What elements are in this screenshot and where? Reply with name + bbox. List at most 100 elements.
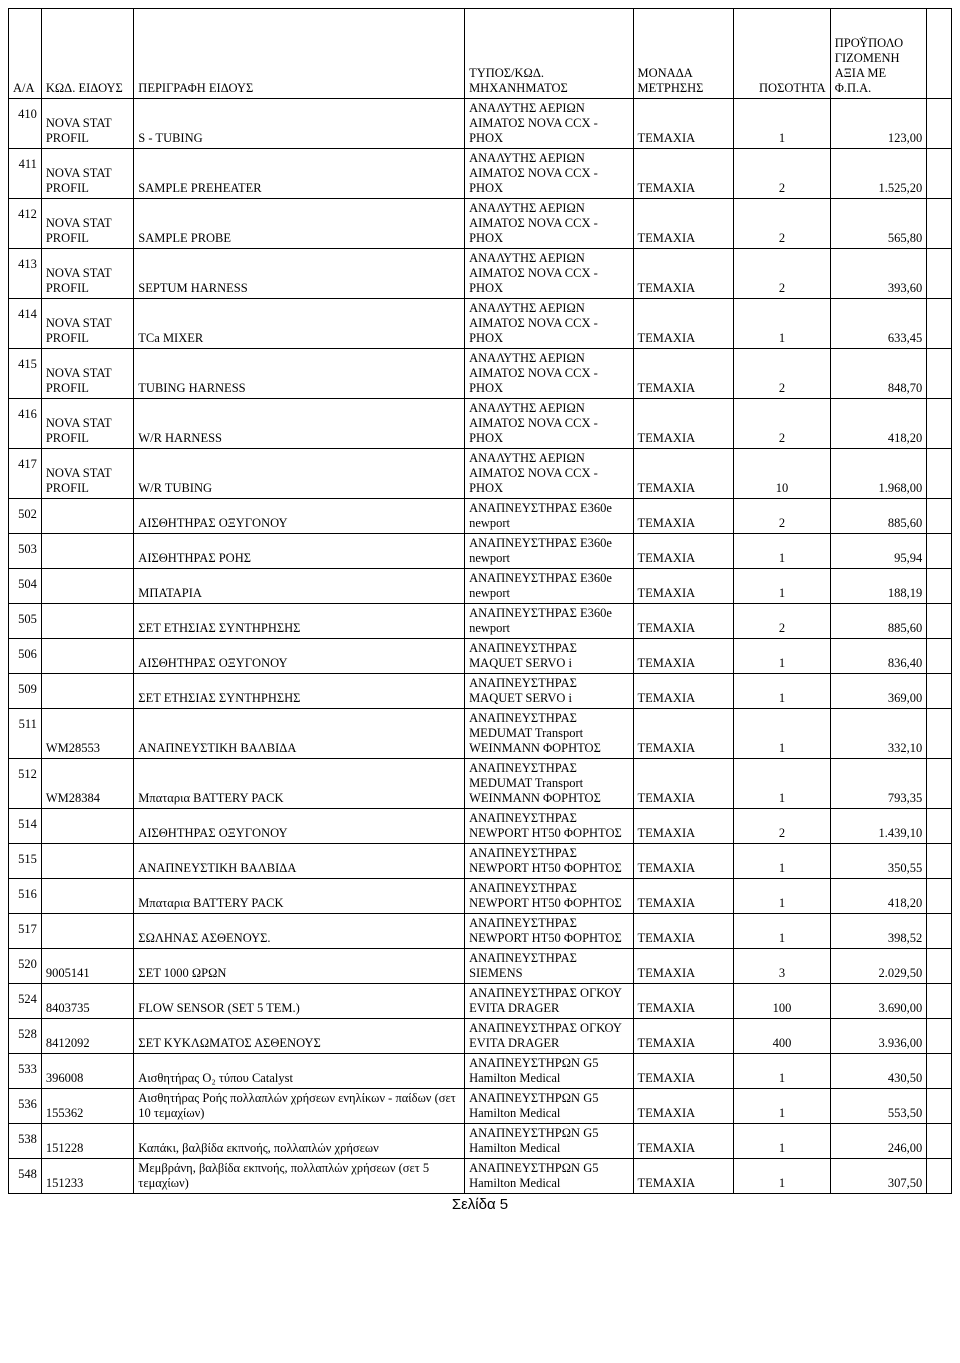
cell-unit: ΤΕΜΑΧΙΑ (633, 1054, 734, 1089)
cell-code: 8403735 (41, 984, 133, 1019)
cell-unit: ΤΕΜΑΧΙΑ (633, 639, 734, 674)
table-row: 5209005141ΣΕΤ 1000 ΩΡΩΝΑΝΑΠΝΕΥΣΤΗΡΑΣ SIE… (9, 949, 952, 984)
cell-unit: ΤΕΜΑΧΙΑ (633, 674, 734, 709)
cell-desc: ΣΕΤ ΕΤΗΣΙΑΣ ΣΥΝΤΗΡΗΣΗΣ (134, 674, 465, 709)
cell-code (41, 809, 133, 844)
cell-desc: ΑΝΑΠΝΕΥΣΤΙΚΗ ΒΑΛΒΙΔΑ (134, 844, 465, 879)
table-row: 514ΑΙΣΘΗΤΗΡΑΣ ΟΞΥΓΟΝΟΥΑΝΑΠΝΕΥΣΤΗΡΑΣ NEWP… (9, 809, 952, 844)
cell-val: 633,45 (830, 299, 927, 349)
page-footer: Σελίδα 5 (8, 1196, 952, 1213)
cell-unit: ΤΕΜΑΧΙΑ (633, 949, 734, 984)
cell-code: NOVA STAT PROFIL (41, 299, 133, 349)
table-row: 410NOVA STAT PROFILS - TUBINGΑΝΑΛΥΤΗΣ ΑΕ… (9, 99, 952, 149)
cell-desc: Αισθητήρας Ο₂ τύπου Catalyst (134, 1054, 465, 1089)
cell-empty (927, 449, 952, 499)
cell-qty: 2 (734, 399, 831, 449)
cell-aa: 412 (9, 199, 42, 249)
cell-empty (927, 399, 952, 449)
cell-code: WM28553 (41, 709, 133, 759)
cell-unit: ΤΕΜΑΧΙΑ (633, 1124, 734, 1159)
cell-val: 188,19 (830, 569, 927, 604)
cell-unit: ΤΕΜΑΧΙΑ (633, 604, 734, 639)
cell-code: 151228 (41, 1124, 133, 1159)
cell-qty: 2 (734, 199, 831, 249)
cell-desc: SAMPLE PROBE (134, 199, 465, 249)
cell-type: ΑΝΑΛΥΤΗΣ ΑΕΡΙΩΝ ΑΙΜΑΤΟΣ NOVA CCX - PHOX (465, 249, 633, 299)
cell-type: ΑΝΑΠΝΕΥΣΤΗΡΑΣ NEWPORT HT50 ΦΟΡΗΤΟΣ (465, 914, 633, 949)
cell-aa: 414 (9, 299, 42, 349)
cell-code: 9005141 (41, 949, 133, 984)
cell-type: ΑΝΑΠΝΕΥΣΤΗΡΑΣ Ε360e newport (465, 534, 633, 569)
cell-val: 123,00 (830, 99, 927, 149)
cell-desc: FLOW SENSOR (SET 5 TEM.) (134, 984, 465, 1019)
table-row: 506ΑΙΣΘΗΤΗΡΑΣ ΟΞΥΓΟΝΟΥΑΝΑΠΝΕΥΣΤΗΡΑΣ MAQU… (9, 639, 952, 674)
cell-desc: W/R HARNESS (134, 399, 465, 449)
cell-qty: 2 (734, 499, 831, 534)
cell-aa: 520 (9, 949, 42, 984)
cell-desc: ΜΠΑΤΑΡΙΑ (134, 569, 465, 604)
cell-val: 848,70 (830, 349, 927, 399)
cell-code: 8412092 (41, 1019, 133, 1054)
cell-empty (927, 639, 952, 674)
cell-code: WM28384 (41, 759, 133, 809)
cell-code (41, 534, 133, 569)
header-code: ΚΩΔ. ΕΙΔΟΥΣ (41, 9, 133, 99)
cell-unit: ΤΕΜΑΧΙΑ (633, 1089, 734, 1124)
cell-desc: ΑΙΣΘΗΤΗΡΑΣ ΟΞΥΓΟΝΟΥ (134, 639, 465, 674)
cell-qty: 1 (734, 844, 831, 879)
cell-aa: 504 (9, 569, 42, 604)
cell-desc: TCa MIXER (134, 299, 465, 349)
cell-val: 885,60 (830, 499, 927, 534)
cell-aa: 528 (9, 1019, 42, 1054)
cell-type: ΑΝΑΛΥΤΗΣ ΑΕΡΙΩΝ ΑΙΜΑΤΟΣ NOVA CCX - PHOX (465, 349, 633, 399)
cell-desc: Καπάκι, βαλβίδα εκπνοής, πολλαπλών χρήσε… (134, 1124, 465, 1159)
cell-type: ΑΝΑΛΥΤΗΣ ΑΕΡΙΩΝ ΑΙΜΑΤΟΣ NOVA CCX - PHOX (465, 399, 633, 449)
cell-code: 396008 (41, 1054, 133, 1089)
cell-code: NOVA STAT PROFIL (41, 99, 133, 149)
cell-type: ΑΝΑΠΝΕΥΣΤΗΡΩΝ G5 Hamilton Medical (465, 1124, 633, 1159)
cell-code: 155362 (41, 1089, 133, 1124)
cell-qty: 1 (734, 299, 831, 349)
cell-empty (927, 949, 952, 984)
cell-unit: ΤΕΜΑΧΙΑ (633, 1159, 734, 1194)
cell-type: ΑΝΑΠΝΕΥΣΤΗΡΩΝ G5 Hamilton Medical (465, 1054, 633, 1089)
cell-val: 418,20 (830, 879, 927, 914)
cell-empty (927, 149, 952, 199)
cell-desc: TUBING HARNESS (134, 349, 465, 399)
cell-unit: ΤΕΜΑΧΙΑ (633, 879, 734, 914)
cell-aa: 505 (9, 604, 42, 639)
cell-qty: 1 (734, 674, 831, 709)
cell-type: ΑΝΑΠΝΕΥΣΤΗΡΑΣ MAQUET SERVO i (465, 674, 633, 709)
header-type: ΤΥΠΟΣ/ΚΩΔ. ΜΗΧΑΝΗΜΑΤΟΣ (465, 9, 633, 99)
cell-unit: ΤΕΜΑΧΙΑ (633, 249, 734, 299)
cell-unit: ΤΕΜΑΧΙΑ (633, 914, 734, 949)
cell-aa: 416 (9, 399, 42, 449)
cell-qty: 1 (734, 639, 831, 674)
table-row: 517ΣΩΛΗΝΑΣ ΑΣΘΕΝΟΥΣ.ΑΝΑΠΝΕΥΣΤΗΡΑΣ NEWPOR… (9, 914, 952, 949)
cell-unit: ΤΕΜΑΧΙΑ (633, 569, 734, 604)
cell-desc: W/R TUBING (134, 449, 465, 499)
cell-qty: 100 (734, 984, 831, 1019)
table-row: 5248403735FLOW SENSOR (SET 5 TEM.)ΑΝΑΠΝΕ… (9, 984, 952, 1019)
cell-code (41, 674, 133, 709)
cell-qty: 1 (734, 1124, 831, 1159)
cell-val: 1.439,10 (830, 809, 927, 844)
cell-code: NOVA STAT PROFIL (41, 349, 133, 399)
cell-aa: 410 (9, 99, 42, 149)
cell-aa: 415 (9, 349, 42, 399)
cell-type: ΑΝΑΠΝΕΥΣΤΗΡΑΣ ΟΓΚΟΥ EVITA DRAGER (465, 984, 633, 1019)
cell-empty (927, 674, 952, 709)
cell-desc: ΣΕΤ 1000 ΩΡΩΝ (134, 949, 465, 984)
cell-aa: 517 (9, 914, 42, 949)
header-aa: Α/Α (9, 9, 42, 99)
cell-type: ΑΝΑΠΝΕΥΣΤΗΡΑΣ ΟΓΚΟΥ EVITA DRAGER (465, 1019, 633, 1054)
table-row: 412NOVA STAT PROFILSAMPLE PROBEΑΝΑΛΥΤΗΣ … (9, 199, 952, 249)
cell-aa: 524 (9, 984, 42, 1019)
cell-unit: ΤΕΜΑΧΙΑ (633, 99, 734, 149)
cell-qty: 1 (734, 879, 831, 914)
cell-empty (927, 759, 952, 809)
cell-qty: 10 (734, 449, 831, 499)
cell-code (41, 499, 133, 534)
table-row: 548151233Μεμβράνη, βαλβίδα εκπνοής, πολλ… (9, 1159, 952, 1194)
cell-unit: ΤΕΜΑΧΙΑ (633, 984, 734, 1019)
